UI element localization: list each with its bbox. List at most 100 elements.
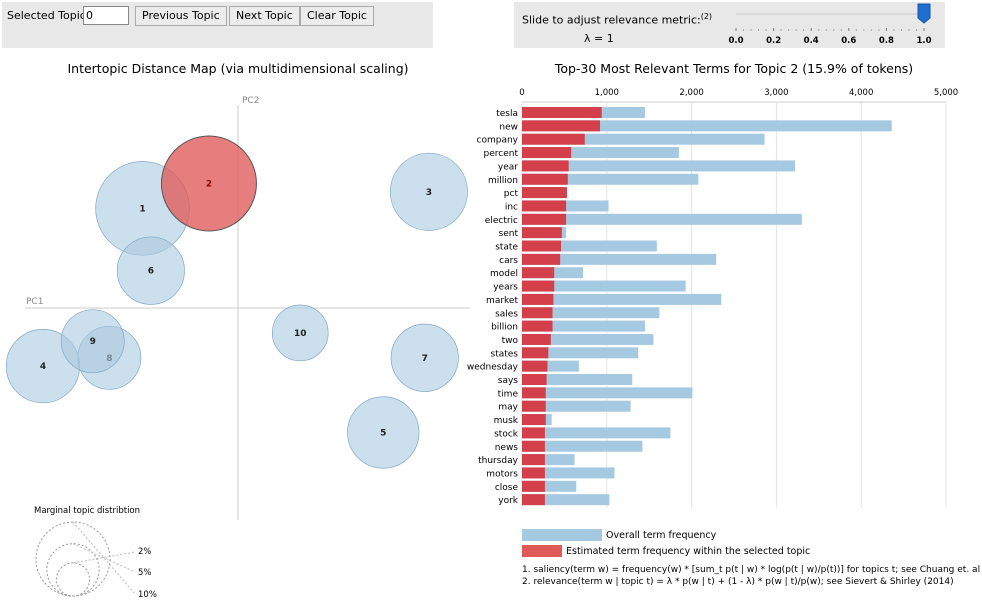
topic-frequency-bar[interactable] bbox=[522, 173, 568, 185]
topic-frequency-bar[interactable] bbox=[522, 467, 545, 479]
overall-frequency-bar[interactable] bbox=[522, 293, 722, 305]
topic-frequency-bar[interactable] bbox=[522, 427, 545, 439]
topic-frequency-bar[interactable] bbox=[522, 480, 545, 492]
term-row[interactable]: percent bbox=[484, 147, 679, 159]
term-row[interactable]: billion bbox=[491, 320, 645, 333]
term-row[interactable]: says bbox=[498, 374, 633, 386]
topic-frequency-bar[interactable] bbox=[522, 360, 548, 372]
term-label[interactable]: electric bbox=[485, 216, 518, 226]
term-row[interactable]: electric bbox=[485, 213, 802, 226]
overall-frequency-bar[interactable] bbox=[522, 360, 579, 372]
overall-frequency-bar[interactable] bbox=[522, 173, 699, 185]
overall-frequency-bar[interactable] bbox=[522, 494, 610, 506]
term-row[interactable]: pct bbox=[504, 187, 567, 199]
topic-frequency-bar[interactable] bbox=[522, 200, 567, 212]
topic-circle-2[interactable] bbox=[160, 135, 257, 232]
topic-frequency-bar[interactable] bbox=[522, 374, 547, 385]
topic-frequency-bar[interactable] bbox=[522, 133, 585, 145]
term-label[interactable]: cars bbox=[499, 256, 518, 266]
previous-topic-button[interactable]: Previous Topic bbox=[135, 6, 227, 26]
topic-frequency-bar[interactable] bbox=[522, 293, 554, 305]
term-label[interactable]: market bbox=[486, 296, 518, 306]
term-row[interactable]: wednesday bbox=[467, 360, 579, 373]
topic-frequency-bar[interactable] bbox=[522, 187, 567, 199]
term-row[interactable]: inc bbox=[505, 200, 609, 212]
overall-frequency-bar[interactable] bbox=[522, 480, 577, 492]
overall-frequency-bar[interactable] bbox=[522, 320, 645, 332]
topic-frequency-bar[interactable] bbox=[522, 333, 551, 345]
term-row[interactable]: york bbox=[498, 494, 610, 506]
term-row[interactable]: two bbox=[502, 333, 654, 346]
overall-frequency-bar[interactable] bbox=[522, 147, 679, 159]
overall-frequency-bar[interactable] bbox=[522, 400, 631, 412]
topic-frequency-bar[interactable] bbox=[522, 240, 562, 252]
overall-frequency-bar[interactable] bbox=[522, 213, 802, 225]
overall-frequency-bar[interactable] bbox=[522, 240, 657, 252]
term-label[interactable]: may bbox=[498, 403, 518, 413]
term-row[interactable]: news bbox=[495, 440, 643, 453]
term-label[interactable]: musk bbox=[494, 416, 519, 426]
term-label[interactable]: percent bbox=[484, 149, 519, 159]
term-label[interactable]: two bbox=[502, 336, 519, 346]
topic-frequency-bar[interactable] bbox=[522, 280, 555, 292]
overall-frequency-bar[interactable] bbox=[522, 307, 660, 319]
term-label[interactable]: million bbox=[488, 176, 518, 186]
term-label[interactable]: close bbox=[495, 483, 519, 493]
topic-frequency-bar[interactable] bbox=[522, 227, 562, 239]
topic-frequency-bar[interactable] bbox=[522, 494, 545, 506]
term-label[interactable]: says bbox=[498, 376, 519, 386]
term-label[interactable]: thursday bbox=[478, 456, 519, 466]
overall-frequency-bar[interactable] bbox=[522, 374, 633, 385]
overall-frequency-bar[interactable] bbox=[522, 253, 717, 265]
term-label[interactable]: sent bbox=[499, 229, 519, 239]
term-row[interactable]: close bbox=[495, 480, 577, 493]
overall-frequency-bar[interactable] bbox=[522, 387, 693, 399]
term-row[interactable]: may bbox=[498, 400, 631, 413]
term-label[interactable]: state bbox=[495, 243, 518, 253]
topic-frequency-bar[interactable] bbox=[522, 440, 545, 452]
term-row[interactable]: sent bbox=[499, 227, 567, 239]
topic-frequency-bar[interactable] bbox=[522, 160, 569, 172]
term-row[interactable]: million bbox=[488, 173, 699, 186]
overall-frequency-bar[interactable] bbox=[522, 133, 765, 145]
term-row[interactable]: thursday bbox=[478, 454, 575, 466]
term-label[interactable]: new bbox=[499, 122, 518, 132]
overall-frequency-bar[interactable] bbox=[522, 440, 643, 452]
topic-circle-5[interactable] bbox=[347, 396, 420, 469]
topic-frequency-bar[interactable] bbox=[522, 267, 555, 279]
topic-circle-6[interactable] bbox=[116, 236, 185, 305]
term-row[interactable]: states bbox=[491, 347, 639, 359]
term-label[interactable]: year bbox=[498, 162, 518, 172]
term-row[interactable]: year bbox=[498, 160, 796, 172]
topic-circle-7[interactable] bbox=[390, 323, 459, 392]
term-label[interactable]: wednesday bbox=[467, 363, 519, 373]
term-row[interactable]: musk bbox=[494, 414, 552, 426]
topic-frequency-bar[interactable] bbox=[522, 253, 561, 265]
term-label[interactable]: time bbox=[498, 389, 519, 399]
overall-frequency-bar[interactable] bbox=[522, 467, 615, 479]
term-label[interactable]: york bbox=[498, 496, 519, 506]
overall-frequency-bar[interactable] bbox=[522, 120, 892, 132]
topic-frequency-bar[interactable] bbox=[522, 414, 546, 426]
topic-frequency-bar[interactable] bbox=[522, 213, 567, 225]
term-row[interactable]: state bbox=[495, 240, 657, 253]
term-label[interactable]: news bbox=[495, 443, 519, 453]
term-row[interactable]: cars bbox=[499, 253, 717, 266]
term-row[interactable]: tesla bbox=[496, 107, 645, 119]
term-label[interactable]: motors bbox=[486, 469, 518, 479]
term-label[interactable]: billion bbox=[491, 323, 518, 333]
topic-circle-10[interactable] bbox=[271, 304, 329, 362]
topic-frequency-bar[interactable] bbox=[522, 307, 553, 319]
term-label[interactable]: company bbox=[477, 136, 519, 146]
topic-frequency-bar[interactable] bbox=[522, 347, 549, 359]
term-label[interactable]: states bbox=[491, 349, 519, 359]
term-row[interactable]: stock bbox=[494, 427, 671, 439]
topic-frequency-bar[interactable] bbox=[522, 147, 572, 159]
term-row[interactable]: model bbox=[490, 267, 584, 279]
overall-frequency-bar[interactable] bbox=[522, 454, 575, 466]
term-label[interactable]: inc bbox=[505, 202, 518, 212]
term-label[interactable]: sales bbox=[495, 309, 518, 319]
overall-frequency-bar[interactable] bbox=[522, 280, 686, 292]
term-label[interactable]: model bbox=[490, 269, 518, 279]
topic-frequency-bar[interactable] bbox=[522, 120, 601, 132]
